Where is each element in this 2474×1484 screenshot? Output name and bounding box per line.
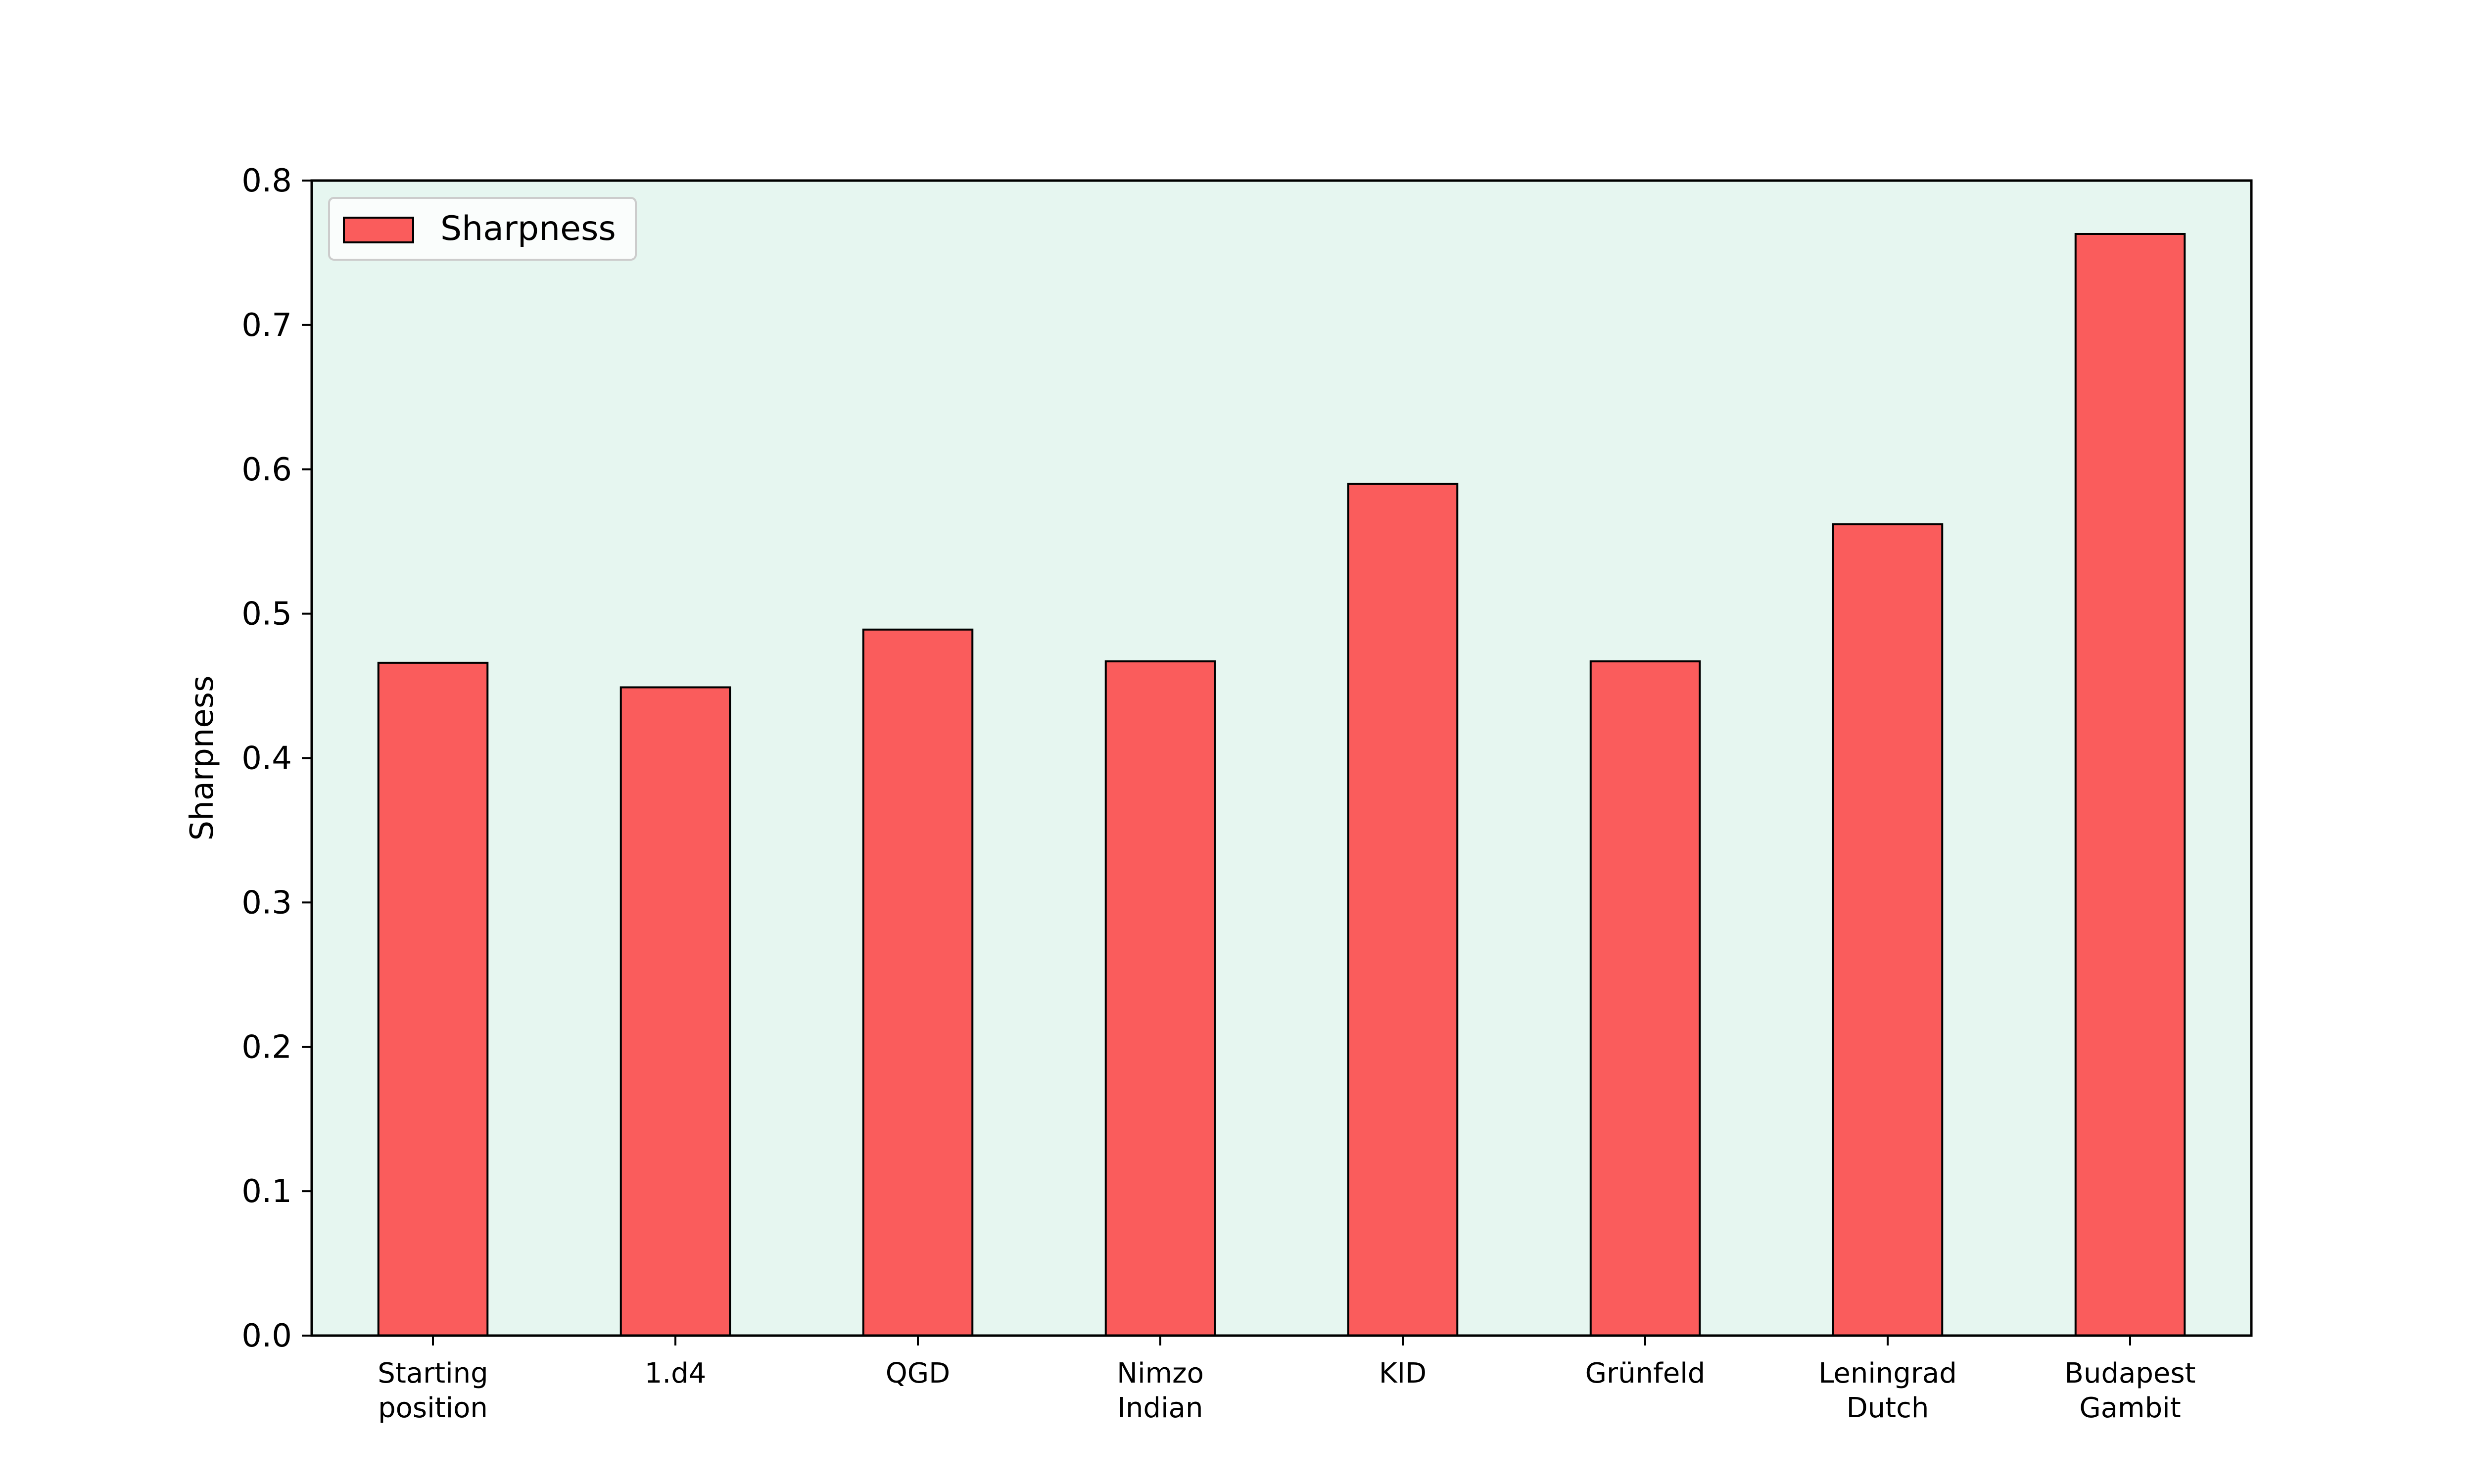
y-tick-label-1: 0.1 — [241, 1173, 292, 1210]
legend-swatch-sharpness — [343, 217, 414, 243]
bar-4 — [1347, 482, 1459, 1337]
x-tick-label-1: 1.d4 — [645, 1357, 707, 1390]
bar-0 — [377, 661, 489, 1337]
bar-1 — [619, 686, 731, 1337]
y-axis-ticks: 0.0 0.1 0.2 0.3 0.4 0.5 0.6 0.7 0.8 — [241, 163, 312, 1354]
y-tick-label-4: 0.4 — [241, 741, 292, 777]
y-tick-label-2: 0.2 — [241, 1029, 292, 1066]
bars-group — [377, 232, 2186, 1337]
y-tick-label-6: 0.6 — [241, 452, 292, 488]
y-tick-label-0: 0.0 — [241, 1318, 292, 1354]
bar-5 — [1589, 660, 1701, 1337]
x-tick-label-3-line-1: Indian — [1118, 1392, 1203, 1424]
y-axis-title: Sharpness — [184, 676, 221, 841]
y-tick-label-5: 0.5 — [241, 596, 292, 633]
legend: Sharpness — [328, 197, 637, 261]
y-tick-label-7: 0.7 — [241, 307, 292, 344]
x-tick-label-6-line-1: Dutch — [1847, 1392, 1929, 1424]
y-tick-label-3: 0.3 — [241, 884, 292, 921]
x-tick-label-3-line-0: Nimzo — [1117, 1357, 1204, 1390]
x-tick-label-7-line-1: Gambit — [2079, 1392, 2181, 1424]
x-tick-label-6-line-0: Leningrad — [1818, 1357, 1957, 1390]
bar-6 — [1832, 523, 1944, 1337]
x-tick-label-7-line-0: Budapest — [2065, 1357, 2196, 1390]
bar-3 — [1104, 660, 1216, 1337]
y-tick-label-8: 0.8 — [241, 163, 292, 199]
legend-label-sharpness: Sharpness — [440, 209, 616, 248]
x-tick-label-2: QGD — [886, 1357, 951, 1390]
plot-background — [312, 181, 2251, 1336]
x-tick-label-0-line-1: position — [378, 1392, 488, 1424]
x-tick-label-4: KID — [1379, 1357, 1427, 1390]
bar-7 — [2074, 232, 2186, 1337]
x-tick-label-0-line-0: Starting — [378, 1357, 488, 1390]
bar-2 — [862, 628, 974, 1337]
x-tick-label-5: Grünfeld — [1585, 1357, 1706, 1390]
legend-box — [328, 197, 637, 261]
